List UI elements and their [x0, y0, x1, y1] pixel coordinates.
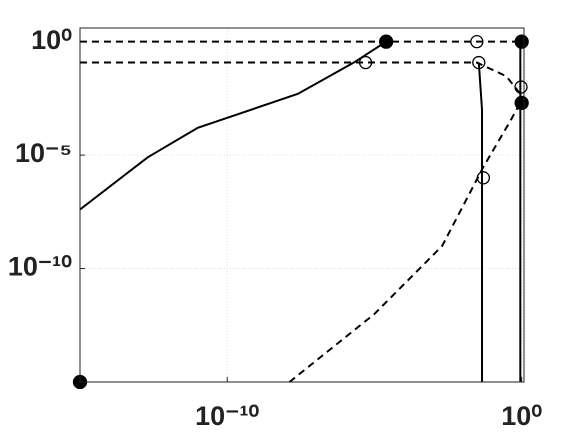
- x-tick-label: 10⁻¹⁰: [195, 401, 259, 431]
- marker: [472, 55, 486, 70]
- y-tick-label: 10⁰: [31, 25, 72, 55]
- series-line: [288, 102, 522, 383]
- x-tick-label: 10⁰: [501, 401, 542, 431]
- plot-area: [80, 28, 524, 382]
- marker: [514, 34, 529, 49]
- series-line: [80, 61, 522, 95]
- series-line: [79, 40, 387, 211]
- marker: [476, 171, 491, 185]
- y-tick-label: 10⁻¹⁰: [8, 252, 72, 282]
- marker: [358, 55, 373, 70]
- marker: [514, 95, 529, 111]
- series-line: [477, 62, 484, 382]
- marker: [514, 80, 528, 94]
- plot-frame: [79, 27, 525, 383]
- marker: [470, 35, 484, 49]
- marker: [379, 34, 394, 49]
- y-tick-label: 10⁻⁵: [15, 138, 72, 168]
